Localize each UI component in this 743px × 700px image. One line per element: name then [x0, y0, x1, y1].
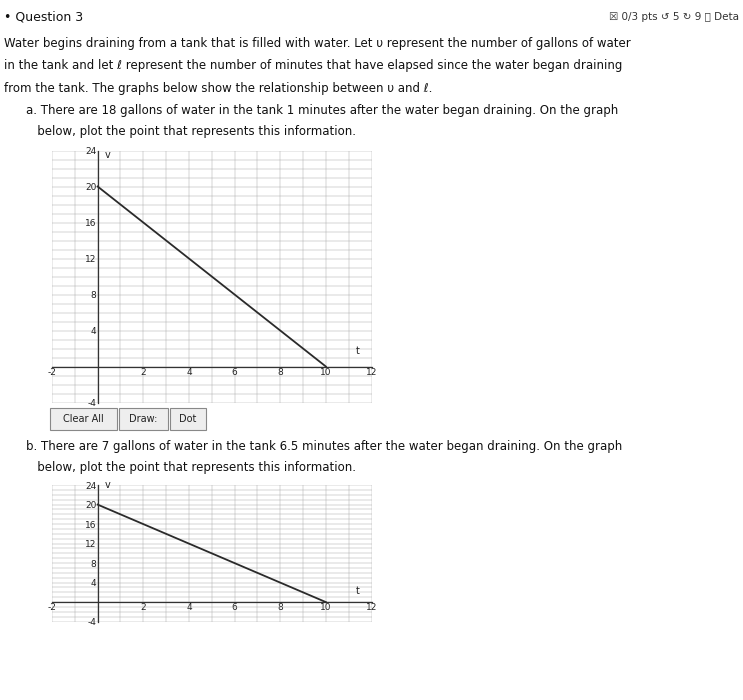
- Text: b. There are 7 gallons of water in the tank 6.5 minutes after the water began dr: b. There are 7 gallons of water in the t…: [26, 440, 622, 453]
- Text: below, plot the point that represents this information.: below, plot the point that represents th…: [26, 461, 356, 474]
- Text: Clear All: Clear All: [63, 414, 103, 424]
- Text: t: t: [356, 346, 360, 356]
- Text: v: v: [105, 150, 110, 160]
- Text: Draw:: Draw:: [129, 414, 158, 424]
- Text: Dot: Dot: [179, 414, 197, 424]
- FancyBboxPatch shape: [119, 408, 168, 430]
- FancyBboxPatch shape: [50, 408, 117, 430]
- Text: t: t: [356, 587, 360, 596]
- Text: ☒ 0/3 pts ↺ 5 ↻ 9 ⓘ Deta: ☒ 0/3 pts ↺ 5 ↻ 9 ⓘ Deta: [609, 13, 739, 22]
- Text: below, plot the point that represents this information.: below, plot the point that represents th…: [26, 125, 356, 138]
- FancyBboxPatch shape: [170, 408, 206, 430]
- Text: from the tank. The graphs below show the relationship between υ and ℓ.: from the tank. The graphs below show the…: [4, 82, 432, 95]
- Text: • Question 3: • Question 3: [4, 10, 82, 24]
- Text: in the tank and let ℓ represent the number of minutes that have elapsed since th: in the tank and let ℓ represent the numb…: [4, 60, 622, 73]
- Text: a. There are 18 gallons of water in the tank 1 minutes after the water began dra: a. There are 18 gallons of water in the …: [26, 104, 618, 117]
- Text: v: v: [105, 480, 110, 490]
- Text: Water begins draining from a tank that is filled with water. Let υ represent the: Water begins draining from a tank that i…: [4, 37, 631, 50]
